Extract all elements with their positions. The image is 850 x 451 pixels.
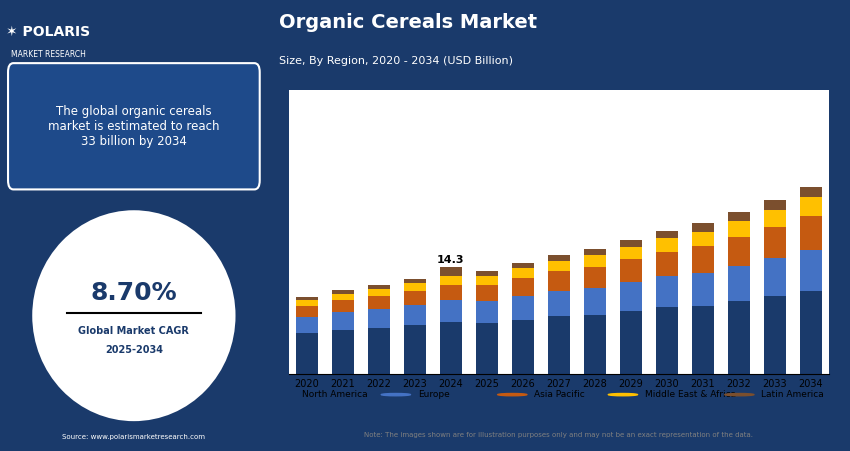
Bar	[404, 290, 426, 305]
Bar	[512, 278, 534, 296]
Bar	[764, 227, 785, 258]
Bar	[548, 271, 570, 290]
FancyBboxPatch shape	[8, 63, 260, 189]
Text: 14.3: 14.3	[437, 255, 465, 265]
Bar	[584, 255, 606, 267]
Bar	[332, 330, 354, 374]
Bar	[728, 212, 750, 221]
Text: Global Market CAGR: Global Market CAGR	[78, 327, 190, 336]
Bar	[764, 258, 785, 296]
Bar	[440, 276, 462, 285]
Bar	[404, 279, 426, 283]
Bar	[440, 267, 462, 276]
Bar	[476, 276, 498, 285]
Bar	[440, 285, 462, 300]
Bar	[764, 210, 785, 227]
Bar	[512, 320, 534, 374]
Bar	[476, 301, 498, 323]
Text: Asia Pacific: Asia Pacific	[535, 390, 585, 399]
Bar	[332, 290, 354, 294]
Circle shape	[265, 393, 294, 396]
Bar	[656, 307, 677, 374]
Bar	[620, 247, 642, 259]
Text: Source: www.polarismarketresearch.com: Source: www.polarismarketresearch.com	[62, 434, 206, 441]
Bar	[368, 328, 390, 374]
Text: 2025-2034: 2025-2034	[105, 345, 163, 354]
Bar	[296, 333, 318, 374]
Bar	[656, 231, 677, 238]
Bar	[692, 273, 714, 305]
Bar	[548, 316, 570, 374]
Bar	[548, 255, 570, 261]
Text: Size, By Region, 2020 - 2034 (USD Billion): Size, By Region, 2020 - 2034 (USD Billio…	[280, 56, 513, 66]
Bar	[620, 281, 642, 311]
Bar	[656, 252, 677, 276]
Bar	[404, 305, 426, 325]
Text: 8.70%: 8.70%	[91, 281, 177, 305]
Bar	[440, 322, 462, 374]
Circle shape	[498, 393, 527, 396]
Bar	[800, 197, 822, 216]
Bar	[584, 314, 606, 374]
Text: Latin America: Latin America	[762, 390, 824, 399]
Circle shape	[382, 393, 411, 396]
Bar	[368, 296, 390, 309]
Bar	[800, 290, 822, 374]
Bar	[764, 200, 785, 210]
Bar	[512, 268, 534, 278]
Bar	[656, 276, 677, 307]
Bar	[692, 246, 714, 273]
Bar	[728, 237, 750, 266]
Bar	[584, 249, 606, 255]
Bar	[440, 300, 462, 322]
Circle shape	[725, 393, 754, 396]
Text: North America: North America	[302, 390, 367, 399]
Bar	[404, 325, 426, 374]
Bar	[692, 305, 714, 374]
Bar	[512, 296, 534, 320]
Bar	[728, 221, 750, 237]
Bar	[296, 305, 318, 317]
Bar	[692, 231, 714, 246]
Bar	[476, 323, 498, 374]
Bar	[620, 240, 642, 247]
Bar	[584, 267, 606, 288]
Bar	[692, 223, 714, 231]
Bar	[476, 285, 498, 301]
Bar	[548, 290, 570, 316]
Bar	[404, 283, 426, 290]
Text: Note: The images shown are for illustration purposes only and may not be an exac: Note: The images shown are for illustrat…	[365, 432, 753, 438]
Bar	[728, 301, 750, 374]
Bar	[368, 309, 390, 328]
Bar	[368, 289, 390, 296]
Bar	[800, 250, 822, 290]
Text: The global organic cereals
market is estimated to reach
33 billion by 2034: The global organic cereals market is est…	[48, 105, 219, 148]
Text: Europe: Europe	[418, 390, 450, 399]
Bar	[332, 312, 354, 330]
Bar	[728, 266, 750, 301]
Text: MARKET RESEARCH: MARKET RESEARCH	[11, 50, 86, 59]
Bar	[620, 259, 642, 281]
Text: ✶ POLARIS: ✶ POLARIS	[6, 24, 90, 39]
Bar	[584, 288, 606, 314]
Bar	[296, 297, 318, 300]
Text: Organic Cereals Market: Organic Cereals Market	[280, 13, 537, 32]
Text: Middle East & Africa: Middle East & Africa	[645, 390, 736, 399]
Bar	[296, 317, 318, 333]
Bar	[476, 271, 498, 276]
Circle shape	[609, 393, 638, 396]
Bar	[800, 187, 822, 197]
Bar	[332, 299, 354, 312]
Ellipse shape	[30, 207, 238, 424]
Bar	[368, 285, 390, 289]
Bar	[656, 238, 677, 252]
Bar	[512, 263, 534, 268]
Bar	[620, 311, 642, 374]
Bar	[800, 216, 822, 250]
Bar	[764, 296, 785, 374]
Bar	[332, 294, 354, 299]
Bar	[296, 300, 318, 305]
Bar	[548, 261, 570, 271]
